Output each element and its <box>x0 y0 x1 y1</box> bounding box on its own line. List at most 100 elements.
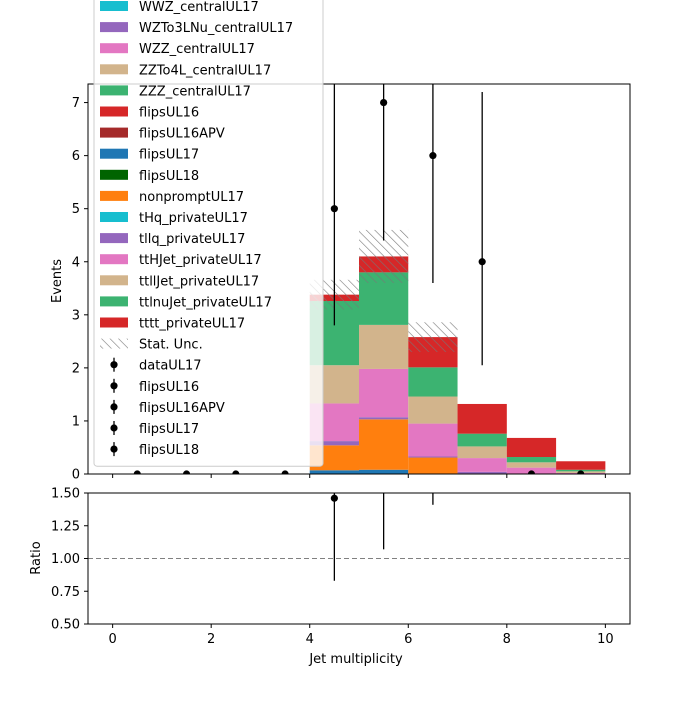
y-tick-label: 1 <box>72 414 80 429</box>
legend-entry: tHq_privateUL17 <box>100 211 248 226</box>
bar-ttllJet_privateUL17-bin-6 <box>408 396 458 424</box>
legend-entry: flipsUL16 <box>110 378 199 395</box>
legend-label: tttt_privateUL17 <box>139 317 245 332</box>
y-tick-label: 0 <box>72 468 80 483</box>
x-tick-label: 4 <box>306 632 314 647</box>
legend-label: flipsUL18 <box>139 443 199 458</box>
legend-label: ZZZ_centralUL17 <box>139 84 251 99</box>
legend-swatch <box>100 22 128 33</box>
data-point-7 <box>478 258 486 266</box>
legend-swatch <box>100 317 128 328</box>
legend-marker <box>110 361 118 369</box>
legend-label: flipsUL18 <box>139 169 199 184</box>
legend-entry: flipsUL17 <box>110 421 199 437</box>
legend-swatch <box>100 190 128 201</box>
ratio-y-tick-label: 0.75 <box>51 585 80 600</box>
legend-marker <box>110 424 118 432</box>
bar-ttllJet_privateUL17-bin-7 <box>457 446 507 459</box>
bar-tttt_privateUL17-bin-7 <box>457 403 507 434</box>
legend-entry: WZTo3LNu_centralUL17 <box>100 21 293 36</box>
legend: WWZ_centralUL17 WZTo3LNu_centralUL17 WZZ_c… <box>93 0 324 467</box>
legend-label: tHq_privateUL17 <box>139 211 248 226</box>
y-tick-label: 4 <box>72 255 80 270</box>
data-point-3 <box>281 470 289 474</box>
legend-label: tllq_privateUL17 <box>139 232 245 247</box>
legend-entry: flipsUL17 <box>100 148 199 163</box>
legend-label: ZZTo4L_centralUL17 <box>139 63 271 78</box>
legend-label: dataUL17 <box>139 359 202 374</box>
data-point-8 <box>527 470 536 474</box>
legend-swatch <box>100 106 128 117</box>
data-point-9 <box>577 470 585 474</box>
main-axes: 0 1 2 3 4 5 6 7 <box>72 83 631 483</box>
ratio-y-tick-label: 1.50 <box>51 487 80 502</box>
x-tick-label: 6 <box>404 632 412 647</box>
legend-label: flipsUL16 <box>139 106 199 121</box>
bar-ttlnuJet_privateUL17-bin-6 <box>408 367 458 397</box>
ratio-y-axis-label: Ratio <box>29 541 44 574</box>
bar-ttHJet_privateUL17-bin-7 <box>457 458 507 472</box>
legend-entry: ttllJet_privateUL17 <box>100 274 259 289</box>
bar-nonpromptUL17-bin-5 <box>359 419 409 470</box>
legend-swatch <box>100 169 128 180</box>
x-axis-label: Jet multiplicity <box>308 652 403 667</box>
ratio-axes: 0.50 0.75 1.00 1.25 1.50 0 2 4 6 8 10 <box>51 487 631 647</box>
legend-entry: WWZ_centralUL17 <box>100 0 259 15</box>
legend-swatch-hatch <box>100 338 128 349</box>
bar-tllq_privateUL17-bin-7 <box>457 471 507 474</box>
data-point-0 <box>133 470 141 474</box>
legend-label: WZZ_centralUL17 <box>139 42 255 57</box>
legend-marker <box>110 382 118 390</box>
legend-swatch <box>100 85 128 96</box>
legend-entry: flipsUL16 <box>100 106 199 121</box>
bar-tllq_privateUL17-bin-6 <box>408 456 458 458</box>
legend-label: flipsUL16APV <box>139 401 225 416</box>
ratio-y-tick-label: 1.25 <box>51 519 80 534</box>
legend-entry: flipsUL16APV <box>110 399 225 416</box>
ratio-y-tick-label: 0.50 <box>51 618 80 633</box>
legend-swatch <box>100 148 128 159</box>
legend-entry: flipsUL18 <box>100 169 199 184</box>
bar-ttlnuJet_privateUL17-bin-8 <box>506 457 557 463</box>
legend-entry: tttt_privateUL17 <box>100 317 245 332</box>
legend-entry: ttlnuJet_privateUL17 <box>100 295 272 310</box>
bar-ttHJet_privateUL17-bin-6 <box>408 423 458 457</box>
bar-tllq_privateUL17-bin-4 <box>309 441 359 446</box>
legend-marker <box>110 403 118 411</box>
bar-nonpromptUL17-bin-6 <box>408 457 458 474</box>
bar-ttllJet_privateUL17-bin-5 <box>359 324 409 369</box>
data-point-1 <box>182 470 191 474</box>
legend-label: nonpromptUL17 <box>139 190 244 205</box>
legend-label: WWZ_centralUL17 <box>139 0 259 15</box>
ratio-panel <box>88 493 630 581</box>
y-tick-label: 6 <box>72 149 80 164</box>
bar-ttHJet_privateUL17-bin-5 <box>359 368 409 418</box>
x-tick-label: 8 <box>503 632 511 647</box>
bar-tllq_privateUL17-bin-5 <box>359 417 409 420</box>
x-tick-label: 10 <box>597 632 614 647</box>
legend-entry: nonpromptUL17 <box>100 190 244 205</box>
legend-entry: flipsUL18 <box>110 442 199 458</box>
legend-swatch <box>100 254 128 265</box>
bar-flipsUL17-bin-4 <box>309 470 359 474</box>
legend-label: flipsUL17 <box>139 422 199 437</box>
legend-swatch <box>100 296 128 307</box>
data-point-6 <box>429 152 437 160</box>
y-tick-label: 7 <box>72 96 80 111</box>
bar-ttllJet_privateUL17-bin-8 <box>506 462 557 468</box>
x-tick-label: 2 <box>207 632 215 647</box>
legend-entry: ttHJet_privateUL17 <box>100 253 262 268</box>
legend-label: ttHJet_privateUL17 <box>139 253 262 268</box>
data-point-4 <box>330 205 338 213</box>
legend-label: ttlnuJet_privateUL17 <box>139 295 272 310</box>
legend-label: Stat. Unc. <box>139 338 203 353</box>
legend-label: flipsUL17 <box>139 148 199 163</box>
legend-label: WZTo3LNu_centralUL17 <box>139 21 293 36</box>
legend-entry: dataUL17 <box>110 357 202 374</box>
legend-entry: ZZZ_centralUL17 <box>100 84 251 99</box>
legend-swatch <box>100 43 128 54</box>
legend-label: flipsUL16 <box>139 380 199 395</box>
legend-entry: tllq_privateUL17 <box>100 232 245 247</box>
